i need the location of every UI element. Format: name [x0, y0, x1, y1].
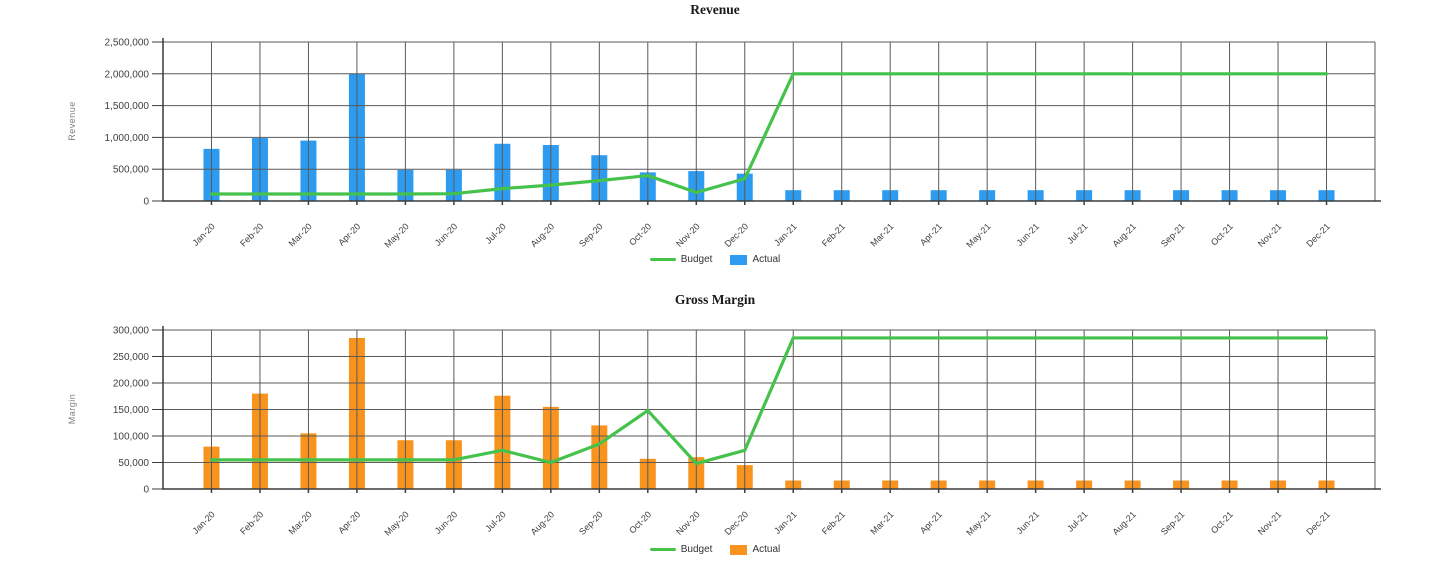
- legend-label-budget: Budget: [680, 544, 713, 555]
- x-category-label: May-21: [964, 221, 992, 249]
- y-tick-label: 1,000,000: [105, 133, 150, 144]
- legend-item-budget: Budget: [649, 544, 713, 555]
- x-category-label: Jan-21: [772, 221, 799, 248]
- x-category-labels: Jan-20 Feb-20 Mar-20 Apr-20 May-20 Jun-20 Jul-…: [190, 201, 1332, 250]
- y-tick-label: 50,000: [118, 458, 149, 469]
- x-category-label: Mar-20: [287, 509, 314, 536]
- x-category-label: Apr-20: [336, 221, 362, 247]
- revenue-chart-title: Revenue: [690, 2, 740, 17]
- x-category-label: Nov-21: [1256, 509, 1284, 537]
- grid: [162, 41, 1376, 202]
- plot-area: 0 50,000 100,000 150,000 200,000 250,000 300,0…: [113, 326, 1381, 538]
- y-tick-label: 300,000: [113, 326, 150, 337]
- x-category-label: Apr-21: [918, 221, 944, 247]
- x-category-label: Jun-21: [1015, 221, 1042, 248]
- x-category-label: Dec-20: [723, 509, 751, 537]
- x-category-label: Feb-21: [820, 509, 847, 536]
- y-tick-label: 0: [143, 485, 149, 496]
- y-tick-label: 0: [143, 197, 149, 208]
- x-category-label: Oct-21: [1209, 221, 1235, 247]
- gross-margin-legend: Budget Actual: [0, 544, 1430, 555]
- x-category-label: Apr-21: [918, 509, 944, 535]
- legend-item-actual: Actual: [730, 544, 780, 555]
- x-category-label: Jul-21: [1065, 509, 1089, 533]
- x-category-label: Apr-20: [336, 509, 362, 535]
- x-category-label: Sep-20: [577, 509, 605, 537]
- x-category-label: Jul-20: [483, 221, 507, 245]
- x-category-label: Jan-20: [190, 221, 217, 248]
- x-category-label: Sep-21: [1159, 509, 1187, 537]
- x-category-label: Jan-21: [772, 509, 799, 536]
- legend-label-actual: Actual: [752, 544, 781, 555]
- x-category-label: Jul-20: [483, 509, 507, 533]
- budget-line: [209, 336, 1329, 466]
- y-tick-labels: 0 500,000 1,000,000 1,500,000 2,000,000 2,500…: [105, 38, 163, 208]
- budget-line-swatch-icon: [649, 258, 676, 261]
- x-category-label: Jun-20: [433, 509, 460, 536]
- x-category-label: Nov-21: [1256, 221, 1284, 249]
- y-tick-label: 100,000: [113, 432, 150, 443]
- x-category-label: Dec-21: [1304, 221, 1332, 249]
- gross-margin-chart-title: Gross Margin: [674, 292, 756, 307]
- x-category-label: Mar-21: [868, 509, 895, 536]
- actual-bar-swatch-icon: [730, 254, 748, 265]
- x-category-label: Nov-20: [674, 509, 702, 537]
- legend-item-budget: Budget: [649, 254, 713, 265]
- x-category-label: Dec-20: [723, 221, 751, 249]
- legend-label-budget: Budget: [680, 254, 713, 265]
- x-category-label: Feb-20: [238, 221, 265, 248]
- x-category-label: Jun-20: [433, 221, 460, 248]
- x-category-label: Aug-20: [529, 221, 557, 249]
- x-category-label: May-21: [964, 509, 992, 537]
- x-category-label: Feb-21: [820, 221, 847, 248]
- x-category-label: May-20: [383, 221, 411, 249]
- y-tick-label: 2,000,000: [105, 69, 150, 80]
- x-category-label: Sep-21: [1159, 221, 1187, 249]
- x-category-label: Oct-21: [1209, 509, 1235, 535]
- revenue-chart: 0 500,000 1,000,000 1,500,000 2,000,000 2,500…: [105, 38, 1381, 250]
- y-tick-label: 150,000: [113, 405, 150, 416]
- x-category-label: Aug-21: [1110, 509, 1138, 537]
- gross-margin-chart: 0 50,000 100,000 150,000 200,000 250,000 300,0…: [113, 326, 1381, 538]
- x-category-label: Sep-20: [577, 221, 605, 249]
- y-tick-label: 250,000: [113, 352, 150, 363]
- x-category-label: Jul-21: [1065, 221, 1089, 245]
- revenue-legend: Budget Actual: [0, 254, 1430, 265]
- grid: [162, 329, 1376, 490]
- x-category-label: Nov-20: [674, 221, 702, 249]
- actual-bars: [203, 337, 1335, 489]
- x-category-label: Jun-21: [1015, 509, 1042, 536]
- x-category-label: Mar-20: [287, 221, 314, 248]
- legend-item-actual: Actual: [730, 254, 780, 265]
- x-category-label: Aug-20: [529, 509, 557, 537]
- x-category-label: Aug-21: [1110, 221, 1138, 249]
- x-category-label: Dec-21: [1304, 509, 1332, 537]
- x-category-labels: Jan-20 Feb-20 Mar-20 Apr-20 May-20 Jun-20 Jul-…: [190, 489, 1332, 538]
- x-category-label: May-20: [383, 509, 411, 537]
- x-category-label: Mar-21: [868, 221, 895, 248]
- y-tick-label: 500,000: [113, 165, 150, 176]
- legend-label-actual: Actual: [752, 254, 781, 265]
- y-tick-labels: 0 50,000 100,000 150,000 200,000 250,000 300,0…: [113, 326, 163, 496]
- plot-area: 0 500,000 1,000,000 1,500,000 2,000,000 2,500…: [105, 38, 1381, 250]
- budget-line: [209, 72, 1329, 196]
- actual-bar-swatch-icon: [730, 544, 748, 555]
- y-tick-label: 1,500,000: [105, 101, 150, 112]
- y-tick-label: 200,000: [113, 379, 150, 390]
- x-category-label: Oct-20: [627, 509, 653, 535]
- budget-line-swatch-icon: [649, 548, 676, 551]
- x-category-label: Oct-20: [627, 221, 653, 247]
- x-category-label: Feb-20: [238, 509, 265, 536]
- y-tick-label: 2,500,000: [105, 38, 150, 49]
- x-category-label: Jan-20: [190, 509, 217, 536]
